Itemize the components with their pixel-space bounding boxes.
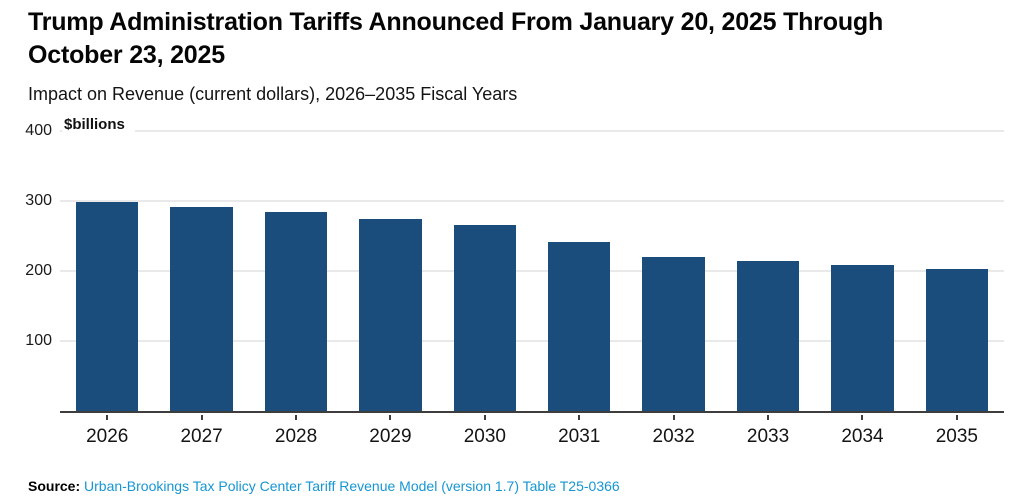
chart-subtitle: Impact on Revenue (current dollars), 202… <box>28 84 518 104</box>
x-tick-2028 <box>295 415 298 420</box>
x-tick-label-2031: 2031 <box>558 426 601 447</box>
bar-slot-2030 <box>438 131 532 411</box>
bar-slot-2027 <box>154 131 248 411</box>
bar-2033 <box>736 260 800 411</box>
x-tick-label-2030: 2030 <box>463 426 506 447</box>
bar-2029 <box>359 219 422 411</box>
bar-slot-2028 <box>249 131 343 411</box>
bar-2026 <box>76 201 139 411</box>
gridline-100 <box>60 340 1004 342</box>
x-tick-label-2028: 2028 <box>274 426 318 447</box>
x-tick-label-2033: 2033 <box>746 426 790 447</box>
page-title: Trump Administration Tariffs Announced F… <box>28 8 884 69</box>
x-slot-2033: 2033 <box>721 415 815 448</box>
gridline-300 <box>60 200 1004 202</box>
bar-slot-2031 <box>532 131 626 411</box>
bar-slot-2034 <box>815 131 909 411</box>
x-slot-2028: 2028 <box>249 415 343 448</box>
x-slot-2027: 2027 <box>154 415 248 448</box>
bar-slot-2035 <box>910 131 1004 411</box>
x-tick-2034 <box>861 415 864 420</box>
bar-2032 <box>642 257 705 411</box>
bar-2028 <box>264 212 328 411</box>
bar-2027 <box>170 206 233 411</box>
gridline-200 <box>60 270 1004 272</box>
x-slot-2032: 2032 <box>626 415 720 448</box>
gridline-400 <box>60 130 1004 132</box>
x-tick-label-2034: 2034 <box>841 426 884 447</box>
x-tick-label-2026: 2026 <box>86 426 129 447</box>
x-tick-2033 <box>767 415 770 420</box>
x-tick-label-2035: 2035 <box>935 426 978 447</box>
x-tick-2026 <box>106 415 109 420</box>
y-tick-label-200: 200 <box>25 262 52 279</box>
y-tick-label-400: 400 <box>25 122 52 139</box>
x-axis-labels: 2026 2027 2028 2029 2030 2031 2032 2033 2034 2035 <box>60 415 1004 448</box>
x-tick-2030 <box>483 415 486 420</box>
x-tick-2029 <box>389 415 392 420</box>
y-tick-label-100: 100 <box>25 332 52 349</box>
bar-slot-2029 <box>343 131 437 411</box>
x-slot-2031: 2031 <box>532 415 626 448</box>
bars <box>60 131 1004 411</box>
x-tick-label-2029: 2029 <box>369 426 412 447</box>
bar-2035 <box>925 268 988 411</box>
x-slot-2030: 2030 <box>438 415 532 448</box>
bar-slot-2032 <box>626 131 720 411</box>
x-tick-2031 <box>578 415 581 420</box>
source-line: Source: Urban-Brookings Tax Policy Cente… <box>28 477 620 495</box>
x-slot-2029: 2029 <box>343 415 437 448</box>
bar-slot-2033 <box>721 131 815 411</box>
x-tick-2035 <box>955 415 958 420</box>
bar-2031 <box>548 242 611 411</box>
bar-slot-2026 <box>60 131 154 411</box>
x-tick-label-2027: 2027 <box>180 426 223 447</box>
x-slot-2026: 2026 <box>60 415 154 448</box>
plot-area: $billions 100 200 300 400 <box>25 117 1004 413</box>
y-axis-unit-label: $billions <box>62 117 135 135</box>
source-label: Source: <box>28 478 81 494</box>
y-tick-label-300: 300 <box>25 192 52 209</box>
x-slot-2035: 2035 <box>910 415 1004 448</box>
x-slot-2034: 2034 <box>815 415 909 448</box>
x-tick-label-2032: 2032 <box>652 426 695 447</box>
source-link[interactable]: Urban-Brookings Tax Policy Center Tariff… <box>84 478 620 494</box>
bar-2034 <box>831 264 894 411</box>
bar-2030 <box>453 224 516 411</box>
x-tick-2032 <box>672 415 675 420</box>
x-tick-2027 <box>200 415 203 420</box>
